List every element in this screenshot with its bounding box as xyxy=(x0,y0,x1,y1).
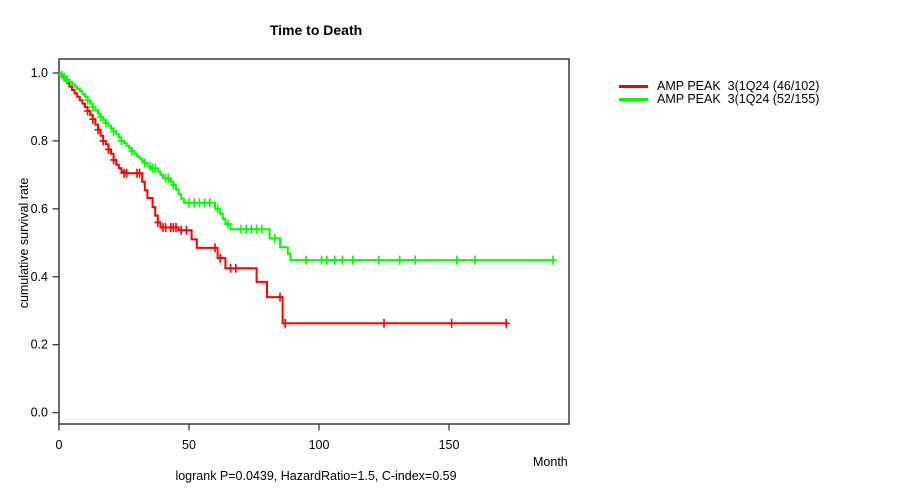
legend: AMP PEAK 3(1Q24 (46/102) AMP PEAK 3(1Q24… xyxy=(619,80,819,106)
x-tick-label: 150 xyxy=(439,438,460,452)
y-tick-label: 0.4 xyxy=(31,270,48,284)
censor-marks-green xyxy=(58,70,557,265)
survival-curve-red xyxy=(59,72,507,325)
legend-line-green-icon xyxy=(619,98,648,101)
censor-marks-red xyxy=(84,106,510,328)
legend-item-label: AMP PEAK 3(1Q24 (46/102) xyxy=(657,79,820,93)
survival-curve-green xyxy=(59,72,553,262)
y-tick-label: 0.8 xyxy=(31,134,48,148)
x-tick-label: 50 xyxy=(182,438,196,452)
x-tick-label: 0 xyxy=(56,438,63,452)
legend-line-red-icon xyxy=(619,85,648,88)
y-tick-label: 0.2 xyxy=(31,338,48,352)
plot-title: Time to Death xyxy=(269,22,363,38)
y-tick-label: 1.0 xyxy=(31,66,48,80)
y-tick-label: 0.0 xyxy=(31,406,48,420)
legend-item-label: AMP PEAK 3(1Q24 (52/155) xyxy=(657,92,820,106)
legend-item: AMP PEAK 3(1Q24 (52/155) xyxy=(619,93,819,106)
y-axis-label: cumulative survival rate xyxy=(17,177,31,309)
x-axis-label: Month xyxy=(533,455,568,469)
y-tick-label: 0.6 xyxy=(31,202,48,216)
stats-footnote: logrank P=0.0439, HazardRatio=1.5, C-ind… xyxy=(175,469,457,483)
plot-box xyxy=(58,58,570,425)
legend-item: AMP PEAK 3(1Q24 (46/102) xyxy=(619,80,819,93)
x-tick-label: 100 xyxy=(309,438,330,452)
